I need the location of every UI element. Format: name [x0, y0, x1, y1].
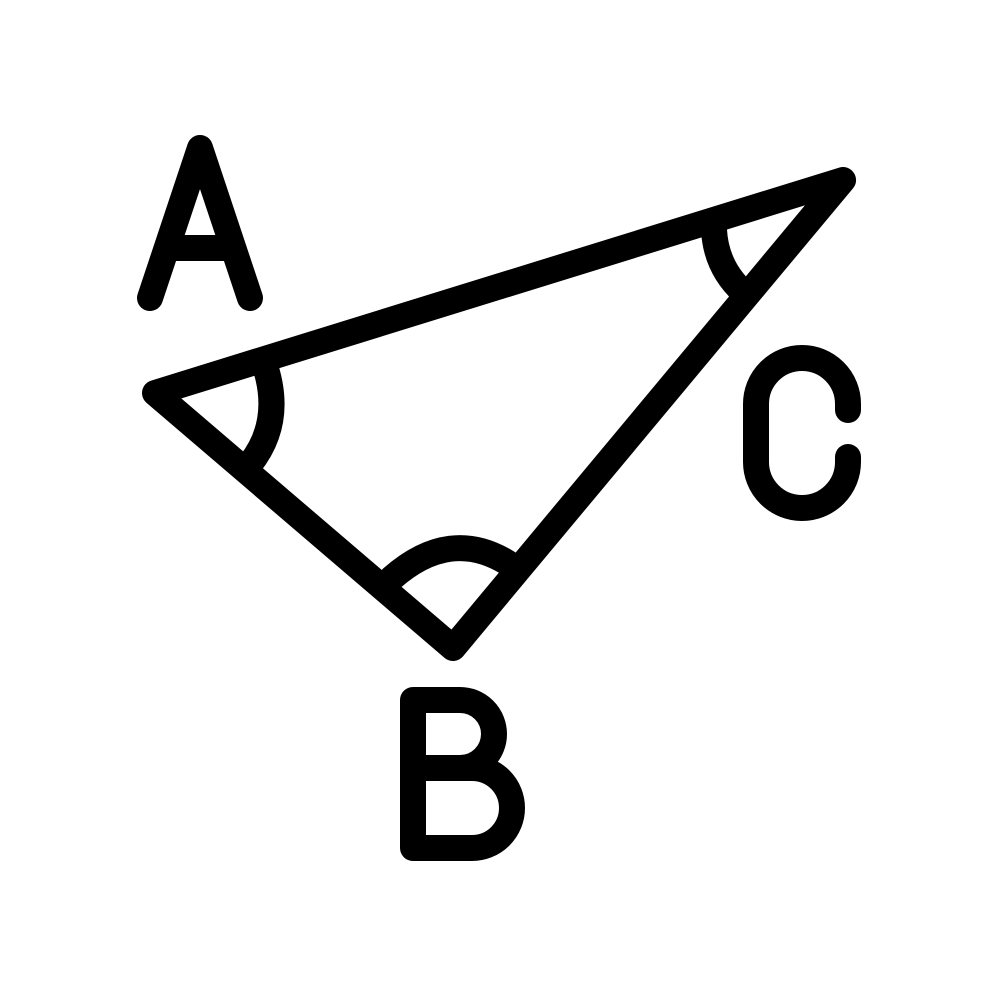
triangle-outline — [142, 167, 856, 661]
vertex-glyph-b — [400, 687, 525, 861]
angle-mark-c — [701, 217, 756, 305]
vertex-glyph-a — [137, 135, 263, 311]
vertex-label-c-text: C — [748, 352, 853, 526]
vertex-glyph-c — [743, 345, 861, 521]
vertex-label-c: C — [743, 345, 861, 526]
vertex-label-a: A — [137, 92, 263, 311]
vertex-label-b: B — [400, 687, 525, 866]
angle-mark-b — [379, 535, 521, 591]
angle-mark-a — [237, 347, 285, 477]
vertex-label-a-text: A — [149, 92, 252, 266]
vertex-label-b-text: B — [409, 692, 512, 866]
